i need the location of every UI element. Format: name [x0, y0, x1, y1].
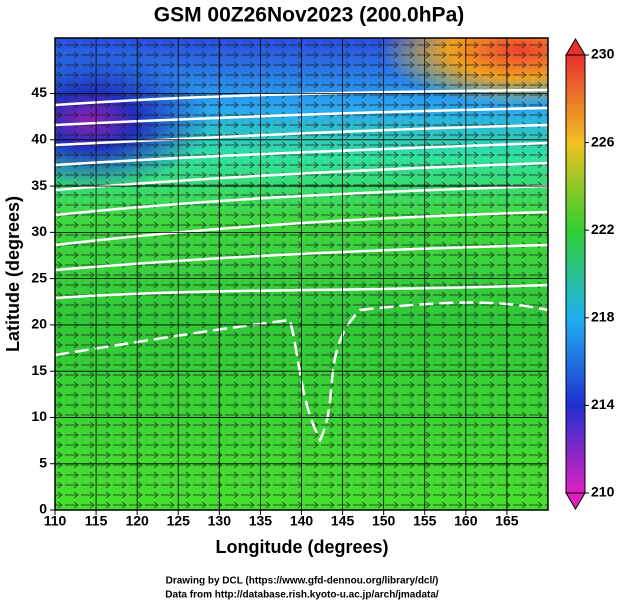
- y-tick-label: 15: [31, 362, 47, 378]
- colorbar-tick-label: 226: [591, 133, 615, 149]
- credit-line: Drawing by DCL (https://www.gfd-dennou.o…: [166, 576, 439, 587]
- y-tick-label: 40: [31, 131, 47, 147]
- colorbar-arrow: [565, 38, 586, 56]
- y-tick-label: 5: [39, 454, 47, 470]
- y-tick-label: 25: [31, 269, 47, 285]
- y-tick-label: 35: [31, 177, 47, 193]
- x-tick-label: 110: [44, 513, 67, 529]
- y-tick-label: 20: [31, 316, 47, 332]
- x-tick-label: 135: [249, 513, 273, 529]
- y-axis-label: Latitude (degrees): [3, 196, 23, 352]
- x-tick-label: 160: [454, 513, 478, 529]
- x-tick-label: 130: [208, 513, 232, 529]
- colorbar-body: [565, 54, 586, 494]
- x-tick-label: 120: [125, 513, 149, 529]
- colorbar: 210 214 218 222 226 230: [565, 38, 615, 510]
- y-tick-label: 0: [39, 501, 47, 517]
- credit-line: Data from http://database.rish.kyoto-u.a…: [165, 590, 439, 601]
- colorbar-tick-label: 214: [591, 396, 615, 412]
- x-axis-label: Longitude (degrees): [215, 537, 388, 557]
- x-tick-label: 150: [372, 513, 396, 529]
- x-tick-label: 155: [413, 513, 437, 529]
- contours: [55, 88, 548, 443]
- colorbar-tick-label: 218: [591, 309, 615, 325]
- x-tick-label: 140: [290, 513, 314, 529]
- x-tick-label: 115: [85, 513, 108, 529]
- plot-area: [55, 38, 548, 510]
- colorbar-tick-label: 230: [591, 46, 615, 62]
- y-tick-label: 30: [31, 223, 47, 239]
- y-tick-label: 45: [31, 84, 47, 100]
- x-tick-label: 145: [331, 513, 355, 529]
- x-tick-label: 125: [167, 513, 191, 529]
- colorbar-tick-label: 210: [591, 484, 615, 500]
- y-tick-label: 10: [31, 408, 47, 424]
- colorbar-arrow: [565, 492, 586, 510]
- x-tick-label: 165: [495, 513, 519, 529]
- title: GSM 00Z26Nov2023 (200.0hPa): [154, 4, 465, 27]
- colorbar-tick-label: 222: [591, 221, 615, 237]
